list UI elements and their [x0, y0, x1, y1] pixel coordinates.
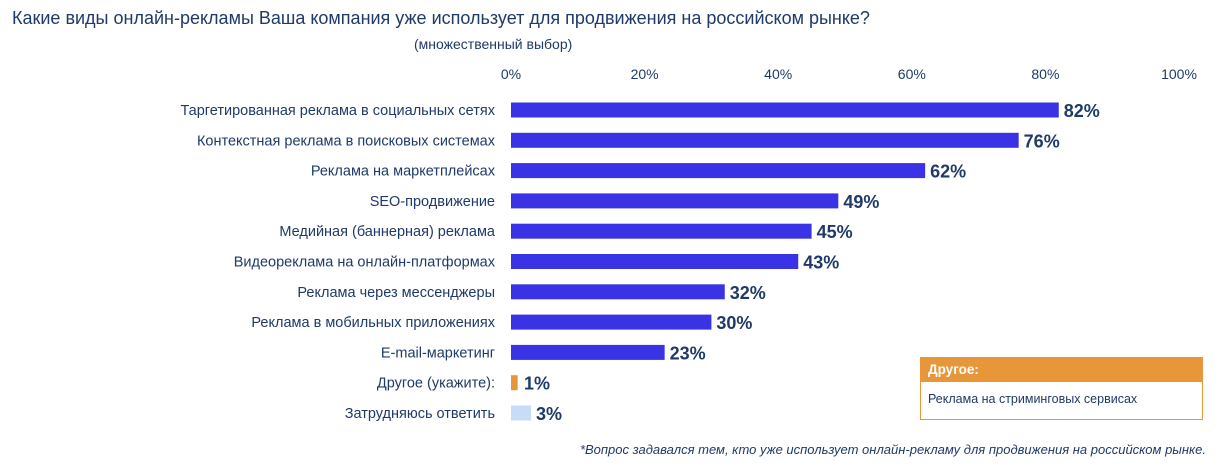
bar: [511, 344, 665, 360]
x-tick-label: 80%: [1031, 66, 1059, 82]
bar: [511, 254, 799, 269]
category-labels: Таргетированная реклама в социальных сет…: [180, 103, 495, 422]
other-answers-box: Другое: Реклама на стриминговых сервисах: [920, 357, 1203, 420]
data-label: 82%: [1064, 101, 1100, 121]
category-label: Затрудняюсь ответить: [345, 406, 495, 422]
category-label: E-mail-маркетинг: [381, 345, 495, 361]
bar: [511, 132, 1019, 148]
other-box-header: Другое:: [921, 358, 1202, 382]
chart-subtitle: (множественный выбор): [414, 36, 572, 52]
bar: [511, 163, 926, 179]
bar: [511, 193, 839, 209]
chart-footnote: *Вопрос задавался тем, кто уже используе…: [580, 442, 1206, 457]
x-axis-ticks: 0% 20% 40% 60% 80% 100%: [501, 66, 1197, 82]
data-label: 45%: [817, 222, 853, 242]
data-label: 43%: [803, 253, 839, 273]
bars: [511, 102, 1059, 421]
x-tick-label: 100%: [1161, 66, 1197, 82]
category-label: SEO-продвижение: [370, 194, 495, 210]
category-label: Таргетированная реклама в социальных сет…: [180, 103, 495, 119]
x-tick-label: 0%: [501, 66, 521, 82]
category-label: Контекстная реклама в поисковых системах: [197, 133, 496, 149]
category-label: Реклама в мобильных приложениях: [251, 315, 495, 331]
category-label: Реклама через мессенджеры: [297, 285, 495, 301]
bar: [511, 375, 518, 391]
bar: [511, 314, 712, 330]
x-tick-label: 60%: [898, 66, 926, 82]
category-label: Другое (укажите):: [377, 376, 495, 392]
category-label: Видеореклама на онлайн-платформах: [234, 255, 496, 271]
other-box-text: Реклама на стриминговых сервисах: [928, 392, 1138, 406]
data-label: 32%: [730, 283, 766, 303]
bar: [511, 405, 532, 421]
bar: [511, 284, 725, 300]
data-label: 1%: [524, 374, 550, 394]
bar: [511, 102, 1059, 118]
chart-title: Какие виды онлайн-рекламы Ваша компания …: [12, 8, 870, 28]
category-label: Реклама на маркетплейсах: [311, 164, 496, 180]
x-tick-label: 40%: [764, 66, 792, 82]
data-label: 62%: [930, 162, 966, 182]
data-label: 3%: [536, 404, 562, 424]
value-labels: 82%76% 62% 49% 45% 43% 32% 30% 23% 1% 3%: [524, 101, 1100, 424]
data-label: 23%: [670, 343, 706, 363]
data-label: 76%: [1024, 131, 1060, 151]
data-label: 30%: [716, 313, 752, 333]
category-label: Медийная (баннерная) реклама: [279, 224, 496, 240]
x-tick-label: 20%: [631, 66, 659, 82]
bar: [511, 223, 812, 239]
data-label: 49%: [843, 192, 879, 212]
